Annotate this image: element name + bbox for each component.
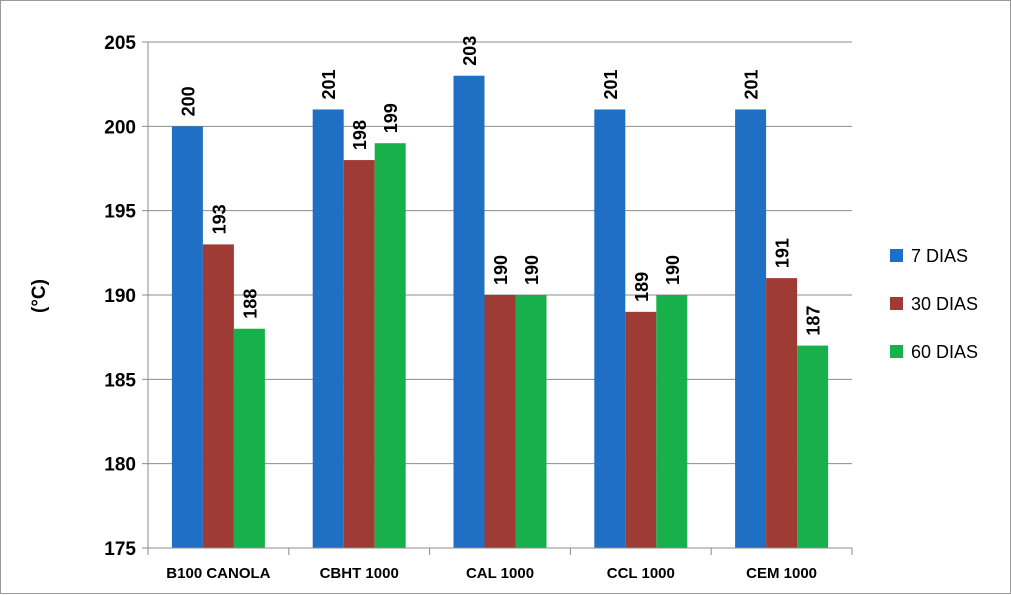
x-tick-label: B100 CANOLA: [166, 565, 270, 582]
bar: [374, 143, 406, 548]
bar: [735, 109, 767, 548]
y-tick-label: 175: [104, 539, 136, 560]
bar: [625, 311, 657, 548]
data-labels: 200 193 188 201 198 199 203 190 190 201 189 190 201 1…: [178, 36, 823, 336]
axes: 175 180 185 190 195 200 205 B100 CANOLA CBHT 100…: [104, 33, 853, 582]
data-label: 190: [522, 255, 542, 285]
bar: [171, 126, 203, 548]
bar: [766, 278, 798, 548]
data-label: 191: [773, 238, 793, 268]
x-tick-label: CCL 1000: [607, 565, 675, 582]
y-tick-label: 195: [104, 202, 136, 223]
data-label: 188: [240, 289, 260, 319]
data-label: 190: [491, 255, 511, 285]
x-tick-label: CAL 1000: [466, 565, 534, 582]
bar: [594, 109, 626, 548]
data-label: 189: [632, 272, 652, 302]
bar: [343, 160, 375, 549]
bar: [312, 109, 344, 548]
legend-label: 60 DIAS: [911, 342, 978, 362]
data-label: 190: [663, 255, 683, 285]
x-tick-label: CEM 1000: [746, 565, 817, 582]
x-tick-label: CBHT 1000: [320, 565, 399, 582]
bar: [484, 295, 516, 548]
legend: 7 DIAS 30 DIAS 60 DIAS: [890, 246, 978, 362]
y-tick-label: 200: [104, 117, 136, 138]
bar: [515, 295, 547, 548]
data-label: 198: [350, 120, 370, 150]
legend-label: 30 DIAS: [911, 294, 978, 314]
bar: [202, 244, 234, 548]
data-label: 187: [804, 306, 824, 336]
y-axis-title: (°C): [29, 279, 50, 313]
bar: [797, 345, 829, 548]
data-label: 199: [381, 103, 401, 133]
bars: [171, 75, 829, 549]
bar: [453, 75, 485, 548]
y-tick-label: 190: [104, 286, 136, 307]
data-label: 200: [178, 86, 198, 116]
data-label: 193: [209, 204, 229, 234]
data-label: 203: [460, 36, 480, 66]
bar: [656, 295, 688, 548]
data-label: 201: [319, 69, 339, 99]
y-tick-label: 185: [104, 370, 136, 391]
legend-swatch: [890, 249, 903, 262]
y-tick-label: 205: [104, 33, 136, 54]
legend-swatch: [890, 297, 903, 310]
data-label: 201: [742, 69, 762, 99]
y-tick-label: 180: [104, 455, 136, 476]
legend-swatch: [890, 345, 903, 358]
data-label: 201: [601, 69, 621, 99]
bar: [233, 328, 265, 548]
legend-label: 7 DIAS: [911, 246, 968, 266]
